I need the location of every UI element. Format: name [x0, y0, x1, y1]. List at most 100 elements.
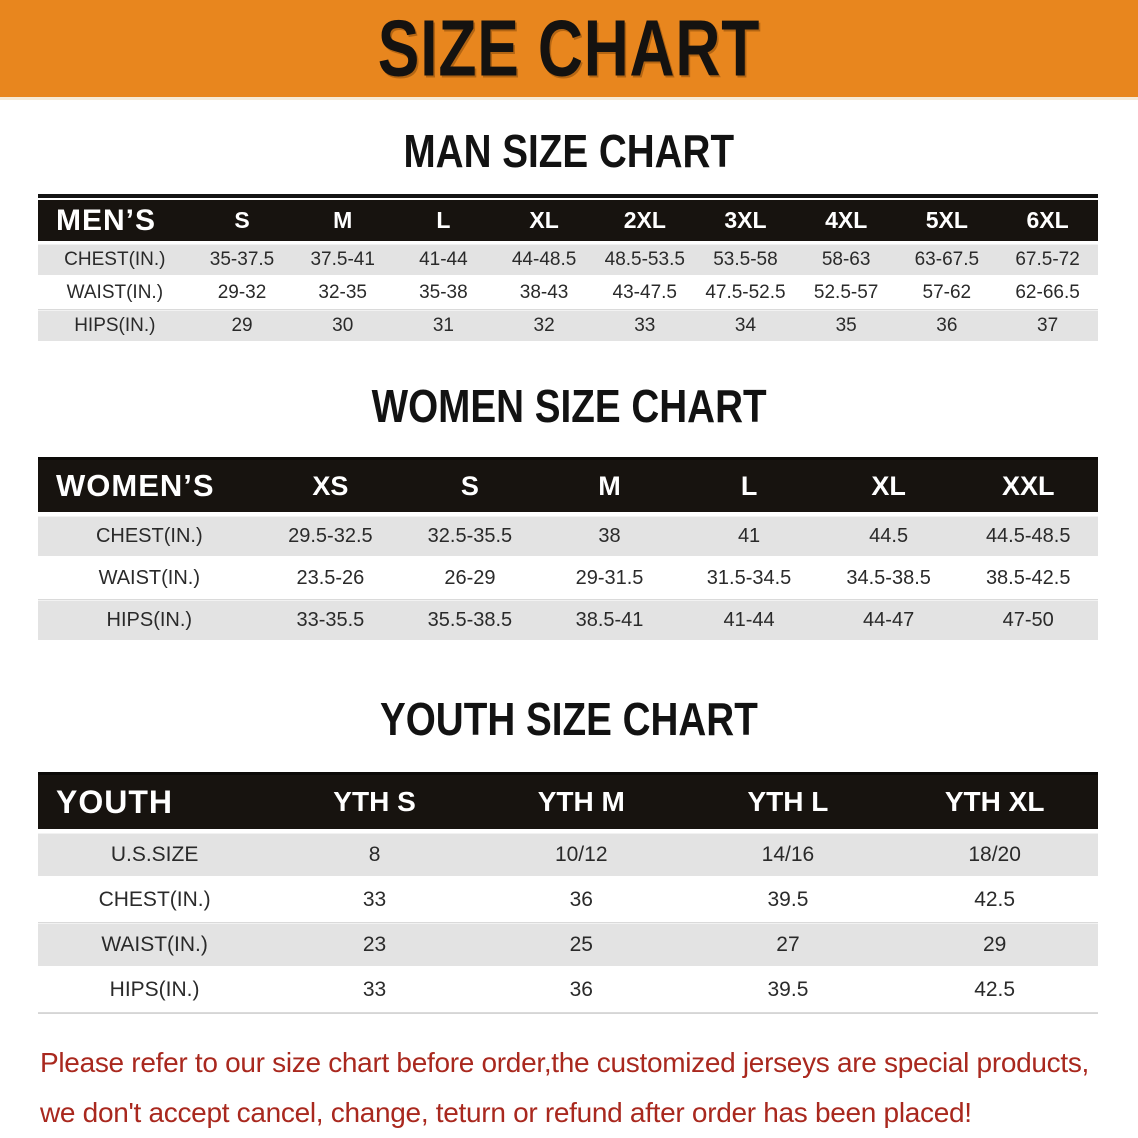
measurement-value-cell: 26-29	[400, 558, 540, 600]
men-size-column-header: 2XL	[594, 198, 696, 244]
measurement-value-cell: 41	[679, 516, 819, 558]
measurement-value-cell: 38.5-41	[539, 600, 680, 642]
youth-measurement-row: HIPS(IN.) 33 36 39.5 42.5	[38, 968, 1098, 1013]
women-group-label: WOMEN’S	[38, 457, 261, 516]
men-size-column-header: 4XL	[795, 198, 897, 244]
women-section-heading-text: WOMEN SIZE CHART	[371, 380, 767, 432]
measurement-value-cell: 44-47	[818, 600, 959, 642]
disclaimer: Please refer to our size chart before or…	[0, 1038, 1138, 1138]
men-measurement-row: WAIST(IN.) 29-32 32-35 35-38 38-43 43-47.5 47.…	[38, 277, 1098, 310]
measurement-value-cell: 23.5-26	[260, 558, 401, 600]
measurement-value-cell: 32.5-35.5	[400, 516, 540, 558]
banner-title: SIZE CHART	[377, 3, 761, 93]
women-section-heading: WOMEN SIZE CHART	[0, 379, 1138, 433]
section-men: MAN SIZE CHART MEN’S S M L XL 2XL 3XL 4XL 5XL 6XL C…	[0, 124, 1138, 343]
women-measurement-row: CHEST(IN.) 29.5-32.5 32.5-35.5 38 41 44.5 44.5…	[38, 516, 1098, 558]
measurement-value-cell: 57-62	[896, 277, 998, 310]
men-measurement-row: HIPS(IN.) 29 30 31 32 33 34 35 36 37	[38, 310, 1098, 343]
measurement-row-label: CHEST(IN.)	[38, 878, 272, 923]
measurement-value-cell: 32-35	[292, 277, 394, 310]
measurement-value-cell: 34.5-38.5	[818, 558, 959, 600]
measurement-value-cell: 31	[393, 310, 494, 343]
measurement-value-cell: 31.5-34.5	[679, 558, 819, 600]
men-size-table: MEN’S S M L XL 2XL 3XL 4XL 5XL 6XL CHEST(IN.) 35-37…	[38, 194, 1098, 343]
measurement-value-cell: 48.5-53.5	[594, 244, 696, 277]
measurement-value-cell: 41-44	[679, 600, 819, 642]
measurement-row-label: HIPS(IN.)	[38, 968, 272, 1013]
men-header-row: MEN’S S M L XL 2XL 3XL 4XL 5XL 6XL	[38, 198, 1098, 244]
measurement-row-label: WAIST(IN.)	[38, 923, 272, 968]
men-size-column-header: 3XL	[695, 198, 796, 244]
men-section-heading: MAN SIZE CHART	[0, 124, 1138, 178]
measurement-row-label: CHEST(IN.)	[38, 516, 261, 558]
youth-section-heading: YOUTH SIZE CHART	[0, 692, 1138, 746]
measurement-value-cell: 67.5-72	[997, 244, 1098, 277]
youth-size-table: YOUTH YTH S YTH M YTH L YTH XL U.S.SIZE 8 10/12…	[38, 772, 1098, 1014]
measurement-value-cell: 32	[493, 310, 595, 343]
size-chart-banner: SIZE CHART	[0, 0, 1138, 100]
measurement-value-cell: 14/16	[684, 833, 892, 878]
measurement-value-cell: 53.5-58	[695, 244, 796, 277]
youth-size-column-header: YTH S	[271, 772, 478, 833]
measurement-value-cell: 35.5-38.5	[400, 600, 540, 642]
measurement-value-cell: 23	[271, 923, 478, 968]
measurement-value-cell: 39.5	[684, 968, 892, 1013]
youth-size-column-header: YTH XL	[891, 772, 1098, 833]
youth-measurement-row: U.S.SIZE 8 10/12 14/16 18/20	[38, 833, 1098, 878]
section-women: WOMEN SIZE CHART WOMEN’S XS S M L XL XXL CHEST(I…	[0, 379, 1138, 642]
men-size-column-header: 6XL	[997, 198, 1098, 244]
measurement-value-cell: 30	[292, 310, 394, 343]
measurement-row-label: HIPS(IN.)	[38, 310, 192, 343]
men-size-column-header: M	[292, 198, 394, 244]
measurement-value-cell: 42.5	[891, 968, 1098, 1013]
youth-group-label: YOUTH	[38, 772, 272, 833]
measurement-value-cell: 25	[477, 923, 685, 968]
measurement-row-label: WAIST(IN.)	[38, 277, 192, 310]
youth-measurement-row: CHEST(IN.) 33 36 39.5 42.5	[38, 878, 1098, 923]
size-chart-sections: MAN SIZE CHART MEN’S S M L XL 2XL 3XL 4XL 5XL 6XL C…	[0, 124, 1138, 1014]
measurement-row-label: HIPS(IN.)	[38, 600, 261, 642]
men-group-label: MEN’S	[38, 198, 192, 244]
measurement-value-cell: 29	[891, 923, 1098, 968]
disclaimer-line-1: Please refer to our size chart before or…	[40, 1047, 1090, 1078]
women-measurement-row: HIPS(IN.) 33-35.5 35.5-38.5 38.5-41 41-44 44-…	[38, 600, 1098, 642]
measurement-value-cell: 37	[997, 310, 1098, 343]
men-section-heading-text: MAN SIZE CHART	[403, 125, 735, 177]
measurement-value-cell: 29.5-32.5	[260, 516, 401, 558]
women-size-column-header: L	[679, 457, 819, 516]
measurement-row-label: CHEST(IN.)	[38, 244, 192, 277]
disclaimer-line-2: we don't accept cancel, change, teturn o…	[40, 1097, 972, 1128]
men-measurement-row: CHEST(IN.) 35-37.5 37.5-41 41-44 44-48.5 48.5…	[38, 244, 1098, 277]
measurement-value-cell: 35	[795, 310, 897, 343]
youth-section-heading-text: YOUTH SIZE CHART	[380, 693, 758, 745]
measurement-value-cell: 33	[271, 878, 478, 923]
men-size-column-header: L	[393, 198, 494, 244]
measurement-value-cell: 38-43	[493, 277, 595, 310]
women-size-column-header: XL	[818, 457, 959, 516]
measurement-value-cell: 38.5-42.5	[958, 558, 1098, 600]
measurement-value-cell: 29-32	[191, 277, 293, 310]
measurement-value-cell: 33	[594, 310, 696, 343]
youth-measurement-row: WAIST(IN.) 23 25 27 29	[38, 923, 1098, 968]
measurement-value-cell: 10/12	[477, 833, 685, 878]
measurement-value-cell: 8	[271, 833, 478, 878]
measurement-value-cell: 36	[477, 878, 685, 923]
measurement-value-cell: 29-31.5	[539, 558, 680, 600]
measurement-value-cell: 62-66.5	[997, 277, 1098, 310]
measurement-value-cell: 44-48.5	[493, 244, 595, 277]
women-measurement-row: WAIST(IN.) 23.5-26 26-29 29-31.5 31.5-34.5 34…	[38, 558, 1098, 600]
measurement-value-cell: 35-37.5	[191, 244, 293, 277]
measurement-value-cell: 47.5-52.5	[695, 277, 796, 310]
men-size-column-header: 5XL	[896, 198, 998, 244]
women-size-column-header: S	[400, 457, 540, 516]
measurement-value-cell: 41-44	[393, 244, 494, 277]
measurement-value-cell: 39.5	[684, 878, 892, 923]
measurement-value-cell: 29	[191, 310, 293, 343]
measurement-value-cell: 18/20	[891, 833, 1098, 878]
measurement-value-cell: 42.5	[891, 878, 1098, 923]
women-size-column-header: XS	[260, 457, 401, 516]
measurement-value-cell: 33-35.5	[260, 600, 401, 642]
measurement-value-cell: 52.5-57	[795, 277, 897, 310]
measurement-value-cell: 63-67.5	[896, 244, 998, 277]
measurement-value-cell: 44.5-48.5	[958, 516, 1098, 558]
